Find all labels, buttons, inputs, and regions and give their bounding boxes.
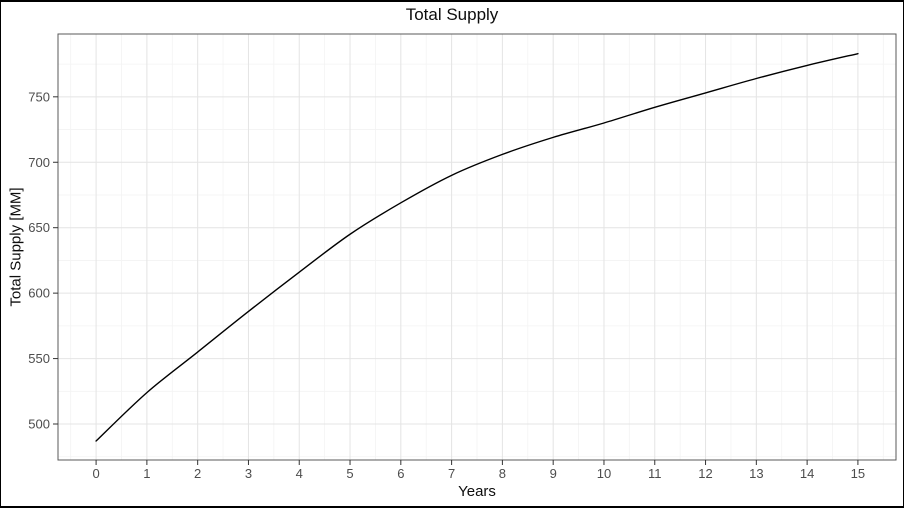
y-tick-label: 550 [28, 351, 50, 366]
total-supply-line [95, 52, 859, 442]
y-tick-label: 700 [28, 155, 50, 170]
chart-title: Total Supply [405, 5, 499, 24]
x-tick-label: 7 [448, 466, 455, 481]
x-tick-label: 5 [346, 466, 353, 481]
x-tick-label: 4 [296, 466, 303, 481]
x-tick-label: 9 [550, 466, 557, 481]
y-tick-label: 750 [28, 89, 50, 104]
x-tick-label: 14 [800, 466, 814, 481]
x-tick-label: 6 [397, 466, 404, 481]
y-axis-title: Total Supply [MM] [7, 187, 25, 307]
x-tick-label: 15 [851, 466, 865, 481]
panel-border [57, 33, 897, 461]
x-tick-label: 11 [648, 466, 662, 481]
x-tick-label: 1 [143, 466, 150, 481]
x-tick-label: 13 [749, 466, 763, 481]
x-axis-title: Years [458, 483, 496, 500]
y-tick-label: 650 [28, 220, 50, 235]
y-tick-label: 500 [28, 417, 50, 432]
x-tick-label: 10 [597, 466, 611, 481]
x-tick-label: 8 [499, 466, 506, 481]
y-tick-label: 600 [28, 286, 50, 301]
x-tick-label: 0 [92, 466, 99, 481]
x-tick-label: 2 [194, 466, 201, 481]
x-tick-label: 12 [698, 466, 712, 481]
x-tick-label: 3 [245, 466, 252, 481]
